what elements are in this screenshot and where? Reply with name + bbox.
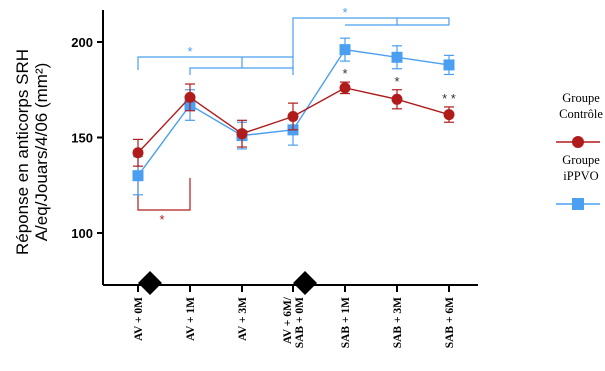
blue-bracket-star: * [187, 44, 192, 59]
data-point-circle [184, 91, 196, 103]
blue-bracket-upper [292, 17, 450, 57]
significance-star: * * [442, 91, 456, 106]
data-point-circle [287, 110, 299, 122]
blue-bracket-star: * [342, 5, 347, 20]
data-point-square [391, 51, 403, 63]
y-axis-label-line: A/eq/Jouars/4/06 (mm²) [32, 63, 51, 242]
significance-star: * [342, 66, 347, 81]
data-point-circle [236, 128, 248, 140]
blue-bracket-lower [137, 56, 294, 70]
data-point-circle [443, 109, 455, 121]
y-tick-label: 200 [71, 35, 93, 50]
x-tick-label: SAB + 1M [340, 297, 352, 348]
data-point-square [132, 170, 144, 182]
data-point-square [443, 59, 455, 71]
legend-label: Contrôle [559, 107, 603, 121]
x-tick-label: SAB + 0M [294, 297, 306, 348]
vaccination-diamond-marker [138, 271, 162, 295]
x-tick-label: AV + 0M [133, 297, 145, 341]
blue-bracket-lower-sub [189, 67, 294, 75]
x-tick-label: AV + 6M/ [282, 296, 294, 344]
y-tick-label: 150 [71, 131, 93, 146]
vaccination-diamond-marker [293, 271, 317, 295]
x-tick-label: SAB + 6M [444, 297, 456, 348]
legend-label: Groupe [562, 153, 600, 167]
data-point-circle [339, 82, 351, 94]
x-tick-label: AV + 1M [185, 297, 197, 341]
data-point-circle [132, 147, 144, 159]
y-axis-label-line: Réponse en anticorps SRH [13, 49, 32, 255]
red-bracket-star: * [159, 212, 164, 227]
y-tick-label: 100 [71, 226, 93, 241]
legend-marker-square [572, 198, 584, 210]
red-bracket [137, 165, 191, 211]
x-tick-label: AV + 3M [237, 297, 249, 341]
data-point-circle [391, 93, 403, 105]
x-tick-label: SAB + 3M [392, 297, 404, 348]
y-axis-label: Réponse en anticorps SRHA/eq/Jouars/4/06… [13, 49, 51, 255]
legend-label: iPPVO [563, 169, 598, 183]
significance-star: * [394, 74, 399, 89]
data-point-square [339, 44, 351, 56]
legend-marker-circle [572, 136, 584, 148]
legend-label: Groupe [562, 91, 600, 105]
